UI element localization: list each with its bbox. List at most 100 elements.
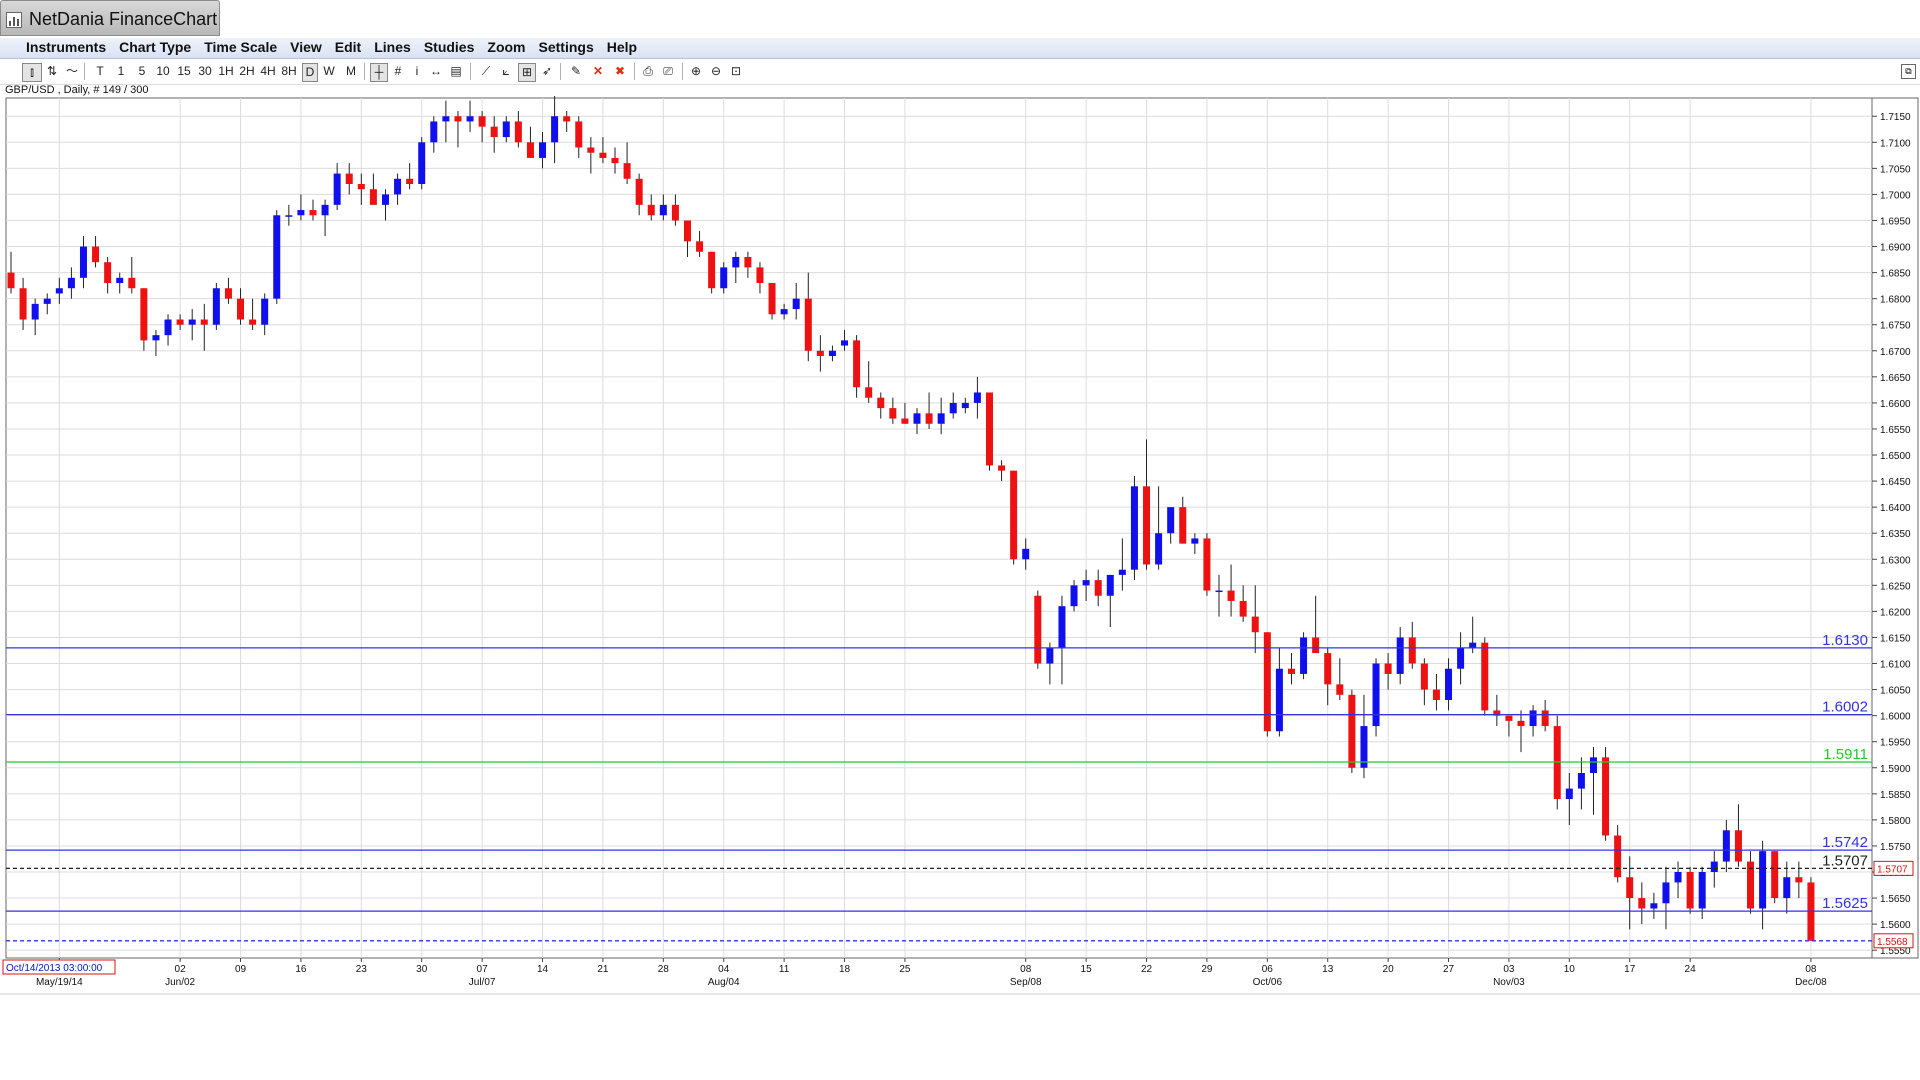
- timeframe-button-10[interactable]: 10: [156, 64, 170, 78]
- candle-up: [1529, 705, 1537, 737]
- candle-body: [599, 152, 607, 158]
- price-chart[interactable]: 1.55501.56001.56501.57001.57501.58001.58…: [0, 96, 1920, 1000]
- timeframe-button-m[interactable]: M: [346, 64, 356, 78]
- candle-body: [261, 298, 269, 325]
- zoom-out-icon[interactable]: ⊖: [710, 64, 722, 78]
- fibonacci-icon[interactable]: ⊞: [518, 63, 536, 82]
- print-preview-icon[interactable]: ⎚: [663, 64, 673, 78]
- menu-chart-type[interactable]: Chart Type: [119, 39, 192, 55]
- menu-help[interactable]: Help: [606, 39, 638, 55]
- timeframe-button-5[interactable]: 5: [138, 64, 146, 78]
- candle-body: [1686, 872, 1694, 909]
- title-bar: NetDania FinanceChart: [0, 0, 1920, 36]
- candle-body: [1275, 668, 1283, 732]
- candle-body: [1227, 590, 1235, 601]
- menu-studies[interactable]: Studies: [423, 39, 475, 55]
- menu-edit[interactable]: Edit: [334, 39, 362, 55]
- candle-down: [1287, 653, 1295, 685]
- candle-body: [490, 126, 498, 138]
- candle-body: [394, 178, 402, 195]
- candle-down: [478, 111, 486, 143]
- menu-settings[interactable]: Settings: [538, 39, 594, 55]
- candle-up: [539, 131, 547, 169]
- candle-body: [454, 116, 462, 122]
- candle-body: [720, 267, 728, 289]
- candlestick-icon[interactable]: ⫾: [22, 63, 42, 82]
- candle-body: [671, 204, 679, 221]
- candle-body: [212, 288, 220, 325]
- price-tag-box: [1873, 860, 1914, 876]
- timeframe-button-w[interactable]: W: [323, 64, 335, 78]
- candle-down: [514, 111, 522, 148]
- candle-down: [599, 137, 607, 164]
- timeframe-button-15[interactable]: 15: [177, 64, 191, 78]
- timeframe-button-1h[interactable]: 1H: [218, 64, 234, 78]
- candle-body: [1565, 788, 1573, 800]
- trendline-icon[interactable]: ⟋: [481, 64, 491, 78]
- candle-body: [889, 408, 897, 419]
- candle-up: [1191, 533, 1199, 555]
- y-tick-label: 1.6600: [1880, 399, 1911, 410]
- candle-body: [381, 194, 389, 205]
- candle-down: [1614, 825, 1622, 883]
- menu-time-scale[interactable]: Time Scale: [204, 39, 278, 55]
- candle-body: [611, 157, 619, 164]
- candle-body: [152, 335, 160, 341]
- candle-down: [683, 220, 691, 257]
- ohlc-bar-icon[interactable]: ⇅: [46, 64, 58, 78]
- candle-body: [1734, 830, 1742, 862]
- angle-line-icon[interactable]: ⟀: [502, 64, 510, 78]
- x-month-label: Aug/04: [708, 977, 740, 988]
- candle-down: [877, 392, 885, 419]
- candle-up: [792, 283, 800, 320]
- volume-icon[interactable]: ▤: [450, 64, 462, 78]
- menu-lines[interactable]: Lines: [374, 39, 411, 55]
- crosshair-icon[interactable]: ┼: [370, 63, 388, 82]
- info-icon[interactable]: i: [415, 64, 419, 78]
- candle-up: [1082, 569, 1090, 601]
- detach-window-icon[interactable]: ⧉: [1901, 64, 1916, 79]
- candle-up: [466, 100, 474, 132]
- pointer-icon[interactable]: ➶: [541, 64, 553, 78]
- timeframe-button-d[interactable]: D: [302, 63, 318, 82]
- candle-down: [369, 173, 377, 205]
- zoom-in-icon[interactable]: ⊕: [690, 64, 702, 78]
- candle-up: [418, 137, 426, 190]
- candle-body: [1481, 642, 1489, 711]
- candle-body: [696, 241, 704, 252]
- app-tab[interactable]: NetDania FinanceChart: [0, 0, 220, 36]
- candle-body: [1022, 548, 1030, 560]
- candle-down: [901, 402, 909, 424]
- plot-area: [5, 97, 1873, 959]
- x-tick-label: 22: [1141, 964, 1153, 975]
- delete-icon[interactable]: ✕: [592, 64, 604, 78]
- scroll-arrows-icon[interactable]: ↔: [430, 64, 442, 78]
- pencil-icon[interactable]: ✎: [570, 64, 582, 78]
- timeframe-button-t[interactable]: T: [96, 64, 104, 78]
- candle-body: [7, 272, 15, 289]
- timeframe-button-2h[interactable]: 2H: [239, 64, 255, 78]
- timeframe-button-4h[interactable]: 4H: [260, 64, 276, 78]
- menu-zoom[interactable]: Zoom: [487, 39, 526, 55]
- candle-up: [442, 100, 450, 143]
- candle-body: [1529, 710, 1537, 727]
- timeframe-button-1[interactable]: 1: [117, 64, 125, 78]
- candle-body: [1517, 720, 1525, 727]
- candle-down: [200, 303, 208, 351]
- timeframe-button-8h[interactable]: 8H: [281, 64, 297, 78]
- line-chart-icon[interactable]: 〜: [65, 64, 78, 78]
- grid-icon[interactable]: #: [394, 64, 402, 78]
- candle-down: [1493, 694, 1501, 727]
- delete-all-icon[interactable]: ✖: [614, 64, 626, 78]
- candle-up: [297, 194, 305, 221]
- x-tick-label: 28: [658, 964, 670, 975]
- candle-down: [708, 251, 716, 294]
- menu-instruments[interactable]: Instruments: [26, 39, 107, 55]
- x-month-label: Jun/02: [165, 977, 195, 988]
- candle-body: [708, 251, 716, 289]
- candle-down: [1541, 700, 1549, 732]
- menu-view[interactable]: View: [290, 39, 322, 55]
- print-icon[interactable]: ⎙: [643, 64, 653, 78]
- zoom-reset-icon[interactable]: ⊡: [730, 64, 742, 78]
- timeframe-button-30[interactable]: 30: [198, 64, 212, 78]
